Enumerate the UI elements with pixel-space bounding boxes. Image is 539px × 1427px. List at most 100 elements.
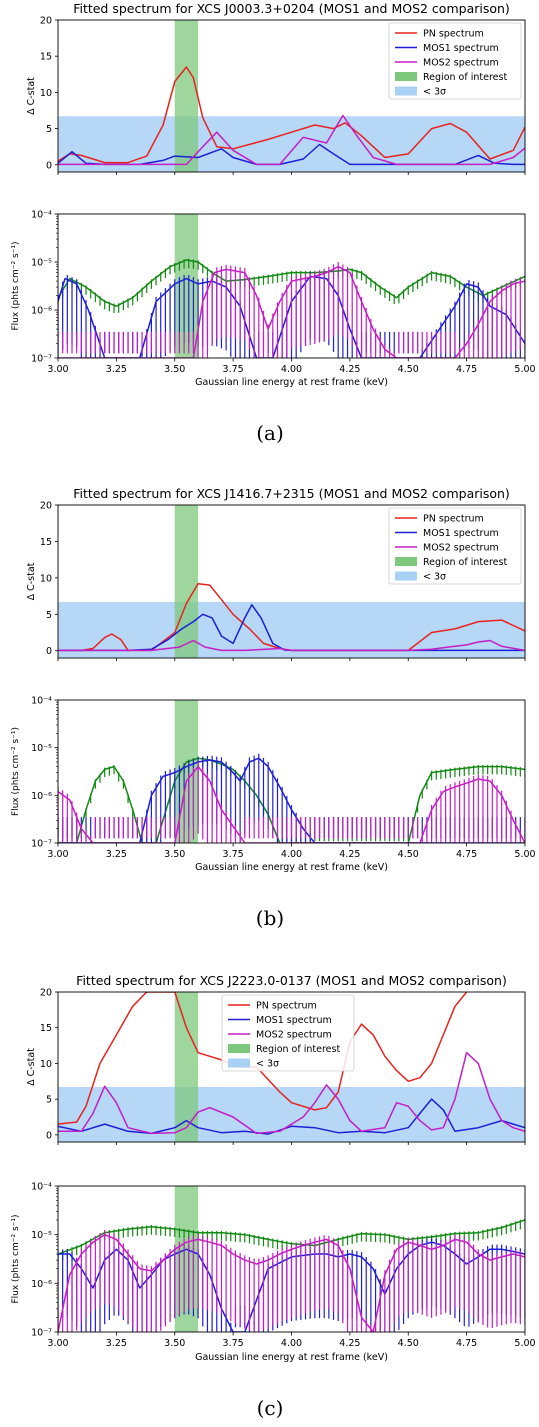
legend-label: < 3σ (423, 572, 446, 583)
legend-label: Region of interest (256, 1044, 340, 1055)
flux-ylabel: Flux (phts cm⁻² s⁻¹) (11, 241, 21, 330)
flux-ytick-label: 10⁻⁶ (31, 791, 52, 802)
cstat-plot-area (58, 20, 525, 172)
flux-line (58, 265, 525, 358)
legend-swatch-patch (228, 1044, 250, 1053)
xlabel: Gaussian line energy at rest frame (keV) (195, 377, 388, 388)
flux-line (58, 1233, 525, 1332)
region-of-interest (174, 700, 199, 843)
chart-title: Fitted spectrum for XCS J1416.7+2315 (MO… (73, 486, 510, 501)
xtick-label: 5.00 (514, 849, 535, 860)
cstat-ytick-label: 10 (40, 1059, 52, 1070)
xtick-label: 3.50 (164, 364, 185, 375)
xtick-label: 4.25 (339, 364, 360, 375)
cstat-line-pn-spectrum (58, 66, 525, 164)
chart-panel-2: Fitted spectrum for XCS J1416.7+2315 (MO… (11, 486, 536, 930)
chart-panel-1: Fitted spectrum for XCS J0003.3+0204 (MO… (11, 1, 536, 445)
legend-box (221, 994, 355, 1072)
flux-line (58, 275, 525, 358)
legend-box (388, 22, 522, 100)
flux-ytick-label: 10⁻⁶ (31, 1279, 52, 1290)
legend-swatch-patch (395, 86, 417, 96)
flux-plot-area (58, 1186, 525, 1332)
xtick-label: 3.50 (164, 1338, 185, 1349)
cstat-ylabel: Δ C-stat (26, 1048, 37, 1086)
xtick-label: 3.25 (106, 364, 127, 375)
legend-label: MOS2 spectrum (423, 543, 499, 554)
flux-ytick-label: 10⁻⁷ (31, 839, 52, 850)
cstat-line-mos2-spectrum (58, 639, 525, 652)
cstat-ytick-label: 15 (40, 1023, 52, 1034)
xtick-label: 3.25 (106, 1338, 127, 1349)
xtick-label: 4.50 (398, 1338, 419, 1349)
flux-ytick-label: 10⁻⁵ (31, 258, 52, 269)
flux-series-mos2 (58, 1229, 525, 1332)
xtick-label: 4.50 (398, 849, 419, 860)
flux-ytick-label: 10⁻⁶ (31, 306, 52, 317)
legend-label: PN spectrum (256, 1001, 317, 1012)
xtick-label: 4.75 (456, 849, 477, 860)
cstat-line-mos2-spectrum (58, 1051, 525, 1135)
xtick-label: 4.75 (456, 364, 477, 375)
legend-label: MOS1 spectrum (423, 43, 499, 54)
legend-label: Region of interest (423, 557, 507, 568)
legend: PN spectrum MOS1 spectrum MOS2 spectrum Reg… (388, 22, 522, 100)
xtick-label: 4.00 (281, 849, 302, 860)
xlabel: Gaussian line energy at rest frame (keV) (195, 1352, 388, 1363)
xtick-label: 4.25 (339, 1338, 360, 1349)
xtick-label: 3.75 (223, 1338, 244, 1349)
legend-swatch-patch (395, 557, 417, 566)
legend-label: Region of interest (423, 72, 507, 83)
legend-label: PN spectrum (423, 29, 484, 40)
region-of-interest (174, 505, 199, 658)
xtick-label: 3.00 (47, 1338, 68, 1349)
legend-label: PN spectrum (423, 514, 484, 525)
flux-ytick-label: 10⁻⁵ (31, 1230, 52, 1241)
cstat-ytick-label: 15 (40, 52, 52, 63)
xtick-label: 3.00 (47, 364, 68, 375)
flux-plot-area (58, 214, 525, 358)
xtick-label: 3.25 (106, 849, 127, 860)
legend-swatch-patch (395, 571, 417, 581)
cstat-ytick-label: 20 (40, 988, 52, 999)
legend-swatch-patch (395, 72, 417, 81)
xtick-label: 3.50 (164, 849, 185, 860)
chart-title: Fitted spectrum for XCS J2223.0-0137 (MO… (76, 973, 507, 988)
region-of-interest (174, 20, 199, 172)
xtick-label: 4.00 (281, 364, 302, 375)
cstat-plot-area (58, 505, 525, 658)
chart-panel-3: Fitted spectrum for XCS J2223.0-0137 (MO… (11, 973, 536, 1420)
cstat-ylabel: Δ C-stat (26, 77, 37, 115)
sigma-band (58, 116, 525, 172)
cstat-line-pn-spectrum (58, 992, 468, 1125)
cstat-ytick-label: 10 (40, 88, 52, 99)
legend-label: MOS1 spectrum (256, 1015, 332, 1026)
figure-caption: (b) (256, 906, 284, 930)
xtick-label: 4.75 (456, 1338, 477, 1349)
xtick-label: 5.00 (514, 1338, 535, 1349)
legend: PN spectrum MOS1 spectrum MOS2 spectrum Reg… (221, 994, 355, 1072)
flux-ytick-label: 10⁻⁴ (31, 210, 52, 221)
chart-title: Fitted spectrum for XCS J0003.3+0204 (MO… (73, 1, 510, 16)
region-of-interest (174, 214, 199, 358)
flux-ylabel: Flux (phts cm⁻² s⁻¹) (11, 727, 21, 816)
flux-ytick-label: 10⁻⁵ (31, 743, 52, 754)
cstat-ytick-label: 5 (46, 1095, 52, 1106)
region-of-interest (174, 1186, 199, 1332)
cstat-ytick-label: 5 (46, 610, 52, 621)
cstat-ytick-label: 0 (46, 160, 52, 171)
cstat-plot-area (58, 992, 525, 1142)
flux-plot-area (58, 700, 525, 843)
legend-label: MOS2 spectrum (256, 1030, 332, 1041)
xtick-label: 3.75 (223, 364, 244, 375)
xtick-label: 4.00 (281, 1338, 302, 1349)
xtick-label: 4.25 (339, 849, 360, 860)
cstat-ytick-label: 15 (40, 537, 52, 548)
cstat-line-pn-spectrum (58, 582, 525, 652)
flux-series-mos2 (58, 762, 525, 843)
xtick-label: 5.00 (514, 364, 535, 375)
xtick-label: 3.00 (47, 849, 68, 860)
cstat-ytick-label: 10 (40, 573, 52, 584)
legend-box (388, 507, 522, 585)
cstat-ytick-label: 20 (40, 501, 52, 512)
